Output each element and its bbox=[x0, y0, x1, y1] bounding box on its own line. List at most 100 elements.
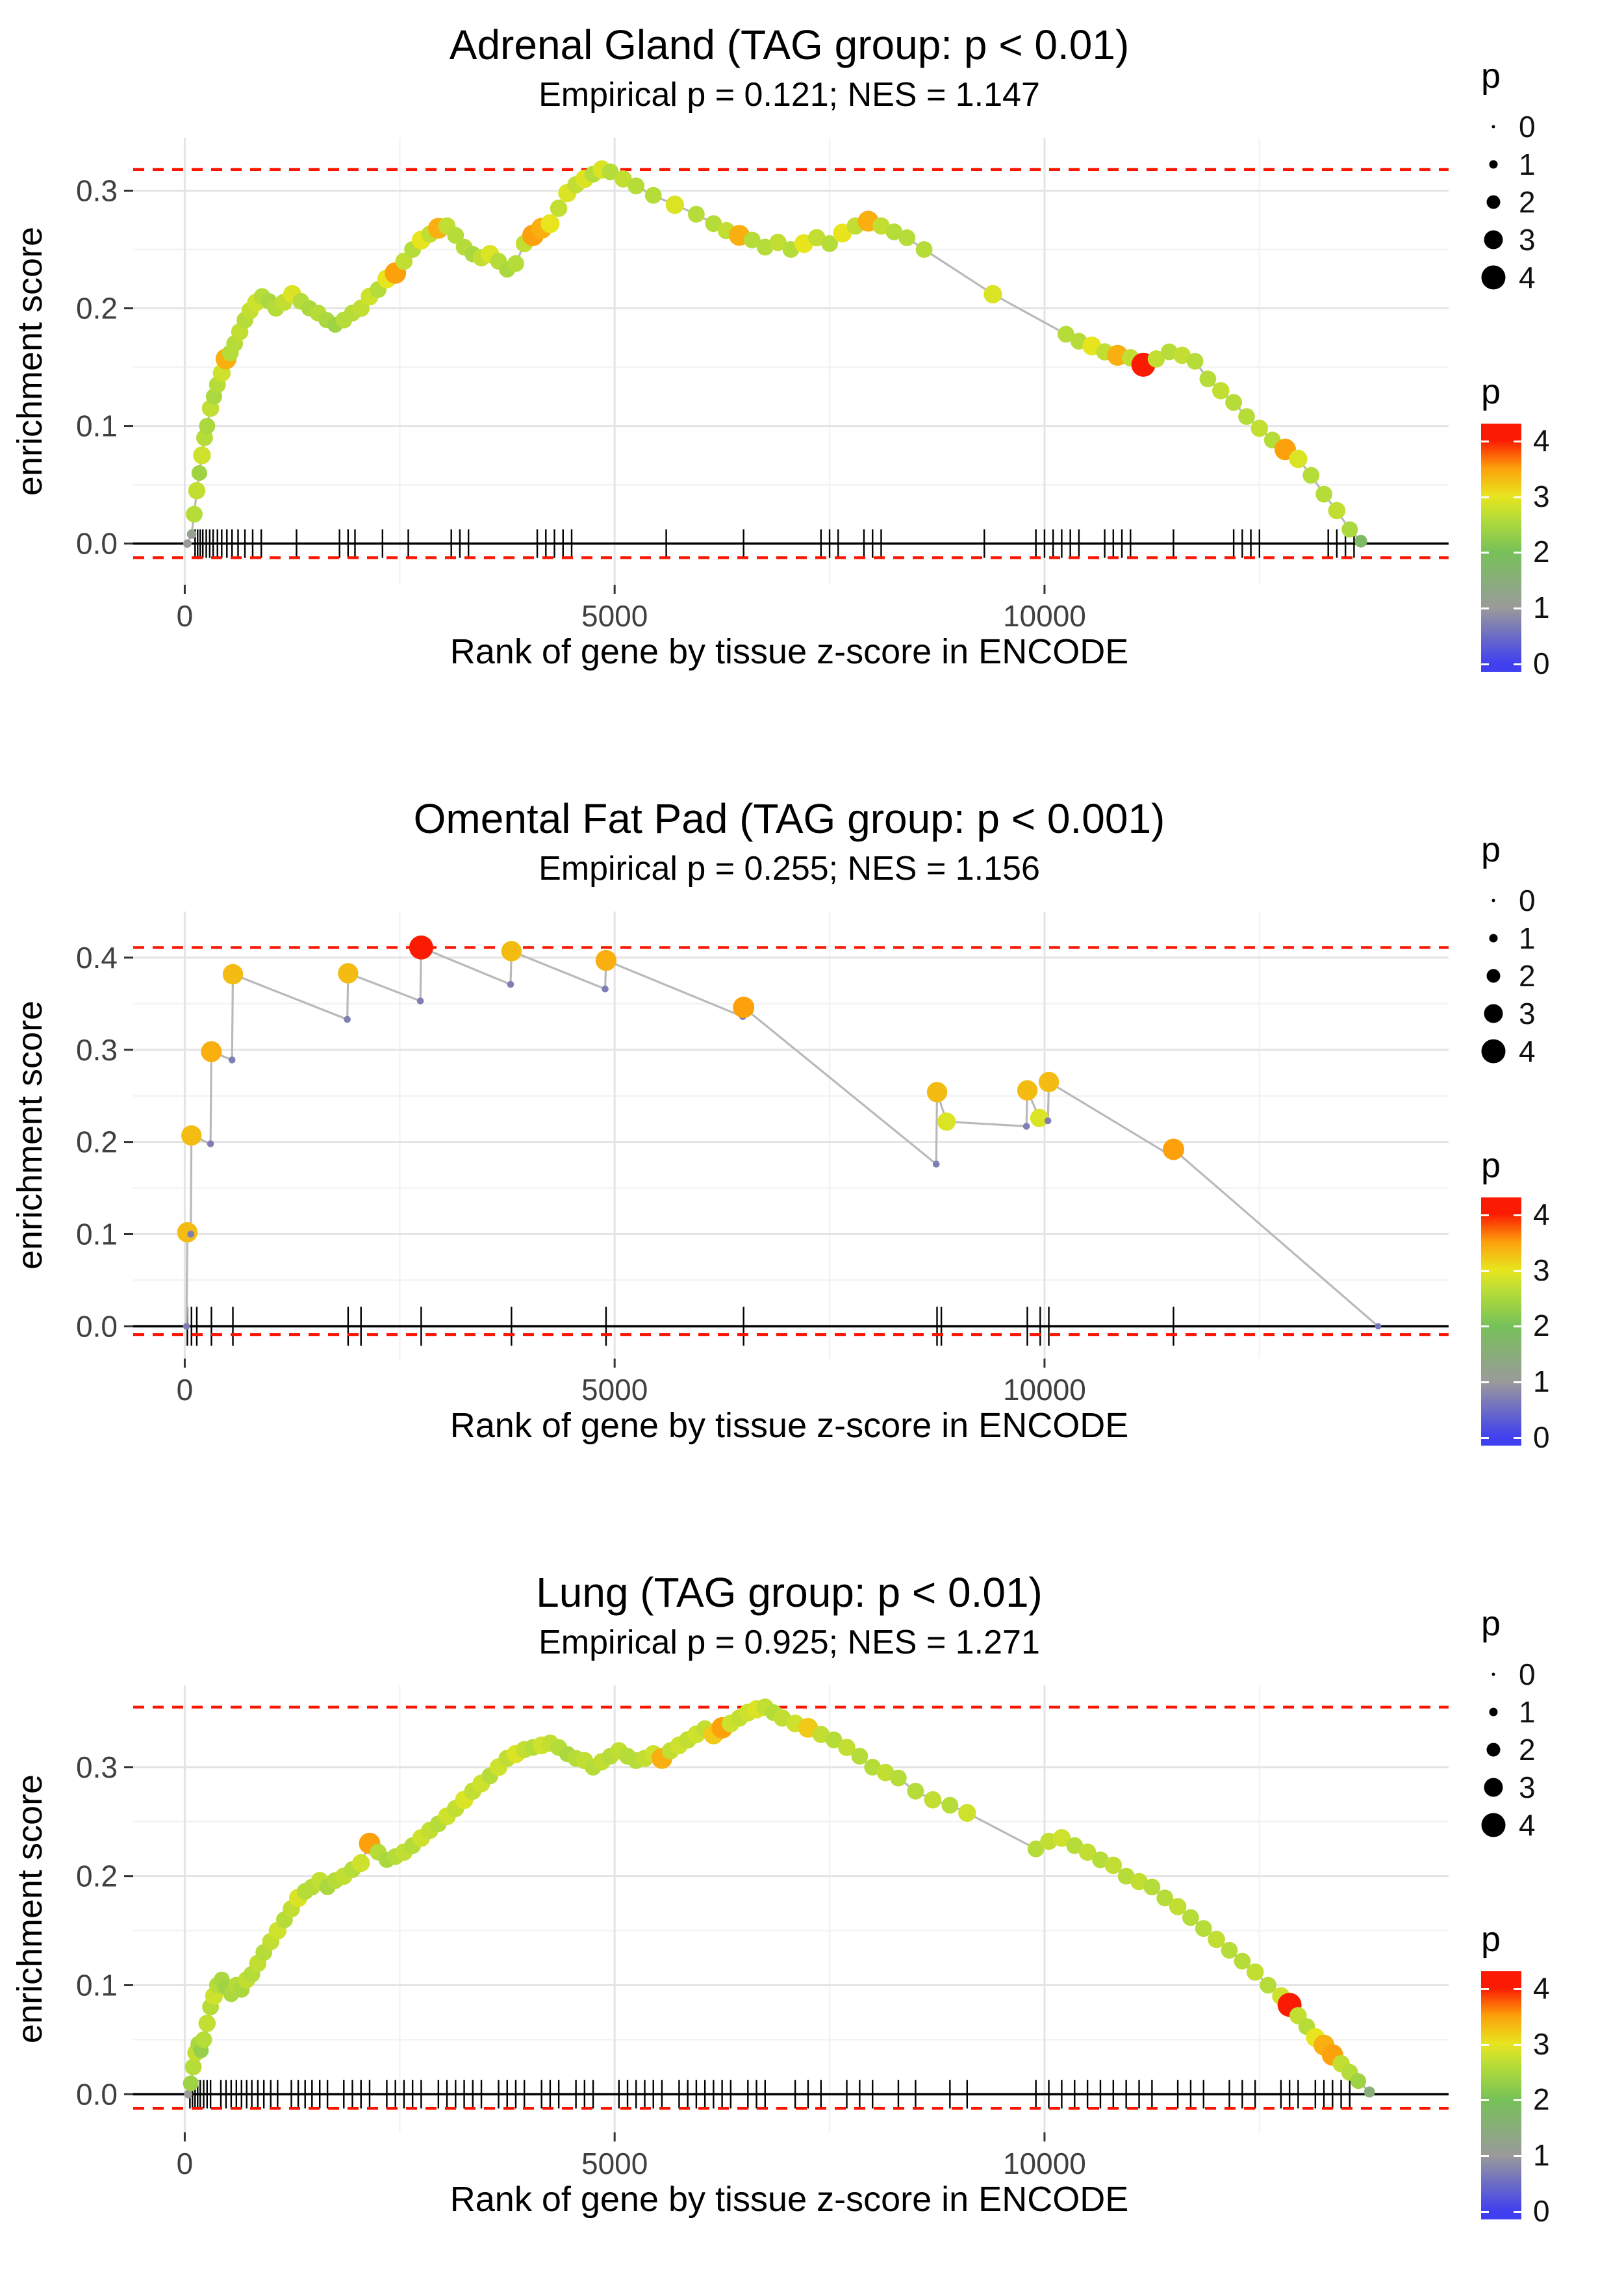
svg-text:0.0: 0.0 bbox=[76, 1309, 118, 1343]
svg-text:5000: 5000 bbox=[581, 599, 648, 632]
size-legend-item: 2 bbox=[1477, 957, 1624, 995]
svg-text:0.2: 0.2 bbox=[76, 291, 118, 325]
color-legend-label: 1 bbox=[1533, 1364, 1550, 1398]
svg-text:10000: 10000 bbox=[1003, 599, 1086, 632]
size-legend-item: 1 bbox=[1477, 146, 1624, 183]
y-axis-label: enrichment score bbox=[10, 1774, 49, 2043]
color-legend-label: 4 bbox=[1533, 1971, 1550, 2005]
size-legend-item: 4 bbox=[1477, 1032, 1624, 1070]
size-legend-item: 0 bbox=[1477, 1655, 1624, 1693]
size-legend-label: 4 bbox=[1519, 261, 1536, 294]
panel-title: Omental Fat Pad (TAG group: p < 0.001) bbox=[413, 795, 1165, 842]
enrichment-plot-adrenal-gland: 0 5000 10000 0.0 0.1 0.2 0.3 bbox=[76, 137, 1449, 632]
colorbar-tick bbox=[1514, 663, 1521, 665]
x-axis-label: Rank of gene by tissue z-score in ENCODE bbox=[450, 1405, 1129, 1445]
colorbar-tick bbox=[1481, 1988, 1489, 1990]
colorbar-tick bbox=[1481, 607, 1489, 609]
panel-adrenal-gland: Adrenal Gland (TAG group: p < 0.01) Empi… bbox=[0, 18, 1624, 680]
color-legend-label: 1 bbox=[1533, 2138, 1550, 2172]
colorbar-tick bbox=[1481, 1381, 1489, 1383]
colorbar-tick bbox=[1514, 1988, 1521, 1990]
colorbar-tick bbox=[1481, 2044, 1489, 2046]
plot-area-lung: Lung (TAG group: p < 0.01) Empirical p =… bbox=[0, 1566, 1468, 2219]
size-legend-label: 0 bbox=[1519, 110, 1536, 144]
svg-text:0.3: 0.3 bbox=[76, 1750, 118, 1783]
size-legend-dot-icon bbox=[1477, 112, 1510, 142]
svg-text:0: 0 bbox=[177, 599, 194, 632]
color-legend: 4 3 2 1 0 bbox=[1481, 424, 1618, 680]
size-legend-dot-icon bbox=[1477, 1036, 1510, 1066]
color-legend-label: 4 bbox=[1533, 424, 1550, 457]
x-axis-label: Rank of gene by tissue z-score in ENCODE bbox=[450, 632, 1129, 671]
colorbar-tick bbox=[1481, 2211, 1489, 2213]
size-legend-item: 0 bbox=[1477, 882, 1624, 919]
size-legend-dot-icon bbox=[1477, 999, 1510, 1028]
colorbar-tick bbox=[1481, 2155, 1489, 2157]
svg-text:0.3: 0.3 bbox=[76, 1032, 118, 1066]
size-legend-item: 3 bbox=[1477, 221, 1624, 259]
colorbar-tick bbox=[1514, 2044, 1521, 2046]
color-legend-label: 3 bbox=[1533, 479, 1550, 513]
size-legend-dot-icon bbox=[1477, 187, 1510, 217]
colorbar-tick bbox=[1514, 1437, 1521, 1439]
svg-text:0.2: 0.2 bbox=[76, 1125, 118, 1158]
color-legend-label: 1 bbox=[1533, 591, 1550, 624]
size-legend-title: p bbox=[1481, 1604, 1501, 1643]
svg-text:5000: 5000 bbox=[581, 1373, 648, 1405]
svg-text:10000: 10000 bbox=[1003, 2147, 1086, 2179]
colorbar-tick bbox=[1481, 1325, 1489, 1327]
size-legend-dot-icon bbox=[1477, 1735, 1510, 1765]
size-legend-dot-icon bbox=[1477, 1697, 1510, 1727]
enrichment-plot-lung: 0 5000 10000 0.0 0.1 0.2 0.3 bbox=[76, 1685, 1449, 2179]
colorbar-tick bbox=[1481, 2099, 1489, 2101]
size-legend-dot-icon bbox=[1477, 149, 1510, 179]
size-legend-label: 1 bbox=[1519, 147, 1536, 181]
colorbar-tick bbox=[1514, 1270, 1521, 1272]
svg-text:0.2: 0.2 bbox=[76, 1859, 118, 1893]
size-legend-title: p bbox=[1481, 57, 1501, 96]
size-legend-item: 1 bbox=[1477, 919, 1624, 957]
svg-text:0.3: 0.3 bbox=[76, 173, 118, 207]
size-legend-dot-icon bbox=[1477, 1772, 1510, 1802]
size-legend-label: 1 bbox=[1519, 1695, 1536, 1729]
size-legend-label: 1 bbox=[1519, 921, 1536, 955]
color-legend-label: 2 bbox=[1533, 2082, 1550, 2116]
panel-title: Adrenal Gland (TAG group: p < 0.01) bbox=[449, 21, 1130, 68]
size-legend-item: 3 bbox=[1477, 1769, 1624, 1806]
size-legend-dot-icon bbox=[1477, 1810, 1510, 1840]
svg-text:0.1: 0.1 bbox=[76, 1217, 118, 1251]
size-legend-label: 2 bbox=[1519, 959, 1536, 993]
enrichment-plot-omental-fat-pad: 0 5000 10000 0.0 0.1 0.2 0.3 0.4 bbox=[76, 911, 1449, 1405]
colorbar-tick bbox=[1481, 1270, 1489, 1272]
svg-text:0: 0 bbox=[177, 2147, 194, 2179]
size-legend-label: 3 bbox=[1519, 1770, 1536, 1804]
plot-area-omental-fat-pad: Omental Fat Pad (TAG group: p < 0.001) E… bbox=[0, 792, 1468, 1446]
size-legend-dot-icon bbox=[1477, 923, 1510, 953]
svg-text:0.0: 0.0 bbox=[76, 526, 118, 560]
color-gradient-bar bbox=[1481, 424, 1521, 672]
colorbar-tick bbox=[1481, 496, 1489, 498]
svg-text:0.1: 0.1 bbox=[76, 409, 118, 442]
colorbar-tick bbox=[1514, 607, 1521, 609]
x-axis-label: Rank of gene by tissue z-score in ENCODE bbox=[450, 2179, 1129, 2219]
plot-area-adrenal-gland: Adrenal Gland (TAG group: p < 0.01) Empi… bbox=[0, 18, 1468, 672]
color-legend-label: 0 bbox=[1533, 1420, 1550, 1454]
colorbar-tick bbox=[1514, 2099, 1521, 2101]
size-legend-title: p bbox=[1481, 830, 1501, 869]
colorbar-tick bbox=[1514, 1214, 1521, 1216]
colorbar-tick bbox=[1514, 441, 1521, 442]
panel-omental-fat-pad: Omental Fat Pad (TAG group: p < 0.001) E… bbox=[0, 792, 1624, 1454]
size-legend-label: 2 bbox=[1519, 185, 1536, 219]
color-gradient-bar bbox=[1481, 1197, 1521, 1446]
panel-subtitle: Empirical p = 0.925; NES = 1.271 bbox=[539, 1624, 1040, 1662]
colorbar-tick bbox=[1514, 552, 1521, 554]
svg-text:0.4: 0.4 bbox=[76, 941, 118, 975]
color-legend-title: p bbox=[1481, 372, 1501, 411]
size-legend-label: 4 bbox=[1519, 1808, 1536, 1842]
size-legend-item: 2 bbox=[1477, 1731, 1624, 1769]
